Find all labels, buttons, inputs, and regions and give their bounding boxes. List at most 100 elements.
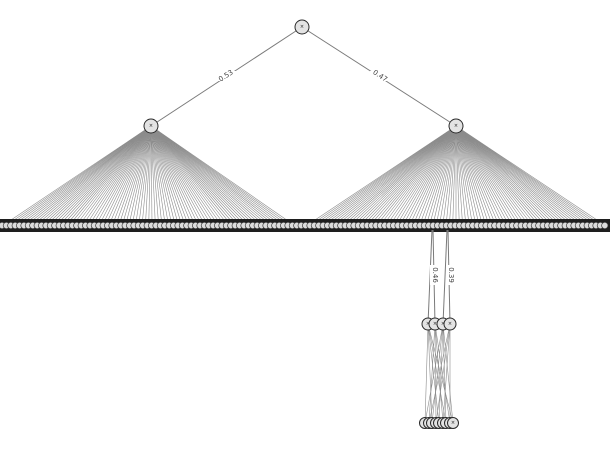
lower-leaf-edge [424,323,429,424]
fan-edge-right [455,125,575,223]
fan-edge-left [74,125,152,223]
lower-leaf-edge [438,323,444,424]
fan-edge-left [150,125,178,223]
fan-edge-left [150,125,156,223]
right-node[interactable]: × [448,118,464,134]
lower-leaf-edge [424,323,444,424]
fan-edge-left [119,125,152,223]
edge-label-lower-b: 0.39 [446,265,455,285]
fan-edge-left [150,125,271,223]
fan-edge-right [353,125,457,223]
fan-edge-right [455,125,502,223]
fan-edge-right [442,125,457,223]
fan-edge-right [426,125,457,223]
fan-edge-right [455,125,463,223]
right-node-glyph: × [454,123,458,129]
root-node[interactable]: × [294,19,310,35]
fan-edge-right [324,125,457,223]
lower-leaf-edge [427,323,454,424]
fan-edge-right [388,125,457,223]
fan-edge-right [372,125,457,223]
left-node-glyph: × [149,123,153,129]
fan-edge-right [455,125,534,223]
fan-edge-left [97,125,152,223]
fan-edge-right [407,125,457,223]
fan-edge-right [455,125,514,223]
fan-edge-right [385,125,457,223]
fan-edge-right [398,125,457,223]
fan-edge-left [39,125,152,223]
fan-edge-right [404,125,457,223]
fan-edge-right [417,125,457,223]
lower-edge [442,229,448,325]
fan-edge-right [455,125,505,223]
fan-edge-left [150,125,214,223]
fan-edge-right [455,125,530,223]
fan-edge-right [455,125,524,223]
fan-edge-right [347,125,457,223]
lower-leaf-edge [431,323,444,424]
bottom-leaves: ××××××××× [419,417,459,429]
edge-label-lower-a-text: 0.46 [431,267,439,283]
fan-edge-right [455,125,508,223]
fan-edge-left [71,125,152,223]
fan-edge-left [150,125,242,223]
fan-edge-right [318,125,457,223]
fan-edge-left [94,125,152,223]
fan-edge-right [455,125,476,223]
fan-edge-left [62,125,152,223]
fan-edge-left [150,125,290,223]
fan-edge-left [150,125,236,223]
fan-edge-left [145,125,152,223]
fan-edge-left [150,125,230,223]
fan-edge-left [7,125,152,223]
fan-edge-left [150,125,185,223]
fan-edge-right [455,125,527,223]
mid-node[interactable]: × [443,317,457,331]
fan-edge-right [455,125,518,223]
fan-edge-right [455,125,470,223]
fan-edge-right [455,125,562,223]
fan-edge-left [14,125,152,223]
fan-edge-left [52,125,152,223]
fan-edge-left [150,125,169,223]
fan-edge-left [27,125,152,223]
fan-edge-left [150,125,252,223]
fan-edge-right [455,125,537,223]
fan-edge-left [150,125,287,223]
fan-edge-right [455,125,540,223]
fan-edge-right [455,125,553,223]
leaf-node[interactable] [601,221,609,230]
fan-edge-right [420,125,457,223]
fan-edge-left [150,125,233,223]
lower-leaf-edge [428,323,436,424]
fan-edge-right [455,125,489,223]
fan-edge-left [81,125,152,223]
fan-edge-left [135,125,152,223]
lower-leaf-edge [427,323,433,424]
fan-edge-right [410,125,457,223]
fan-edge-left [150,125,153,223]
fan-edge-right [455,125,495,223]
lower-leaf-edge [427,323,440,424]
lower-leaf-edge [442,323,451,424]
lower-leaf-edge [434,323,444,424]
fan-edge-right [321,125,457,223]
mid-node-glyph: × [433,321,437,327]
fan-edge-left [150,125,223,223]
fan-edge-right [455,125,521,223]
fan-edge-right [327,125,457,223]
fan-edge-right [452,125,457,223]
leaf-fans [7,125,601,223]
fan-edge-right [455,125,594,223]
fan-edge-left [150,125,166,223]
fan-edge-right [401,125,457,223]
fan-edge-right [378,125,457,223]
lower-leaf-edge [427,323,447,424]
fan-edge-left [150,125,255,223]
fan-edge-left [150,125,175,223]
bottom-leaf[interactable]: × [447,417,459,429]
fan-edge-left [11,125,152,223]
left-node[interactable]: × [143,118,159,134]
fan-edge-left [150,125,246,223]
